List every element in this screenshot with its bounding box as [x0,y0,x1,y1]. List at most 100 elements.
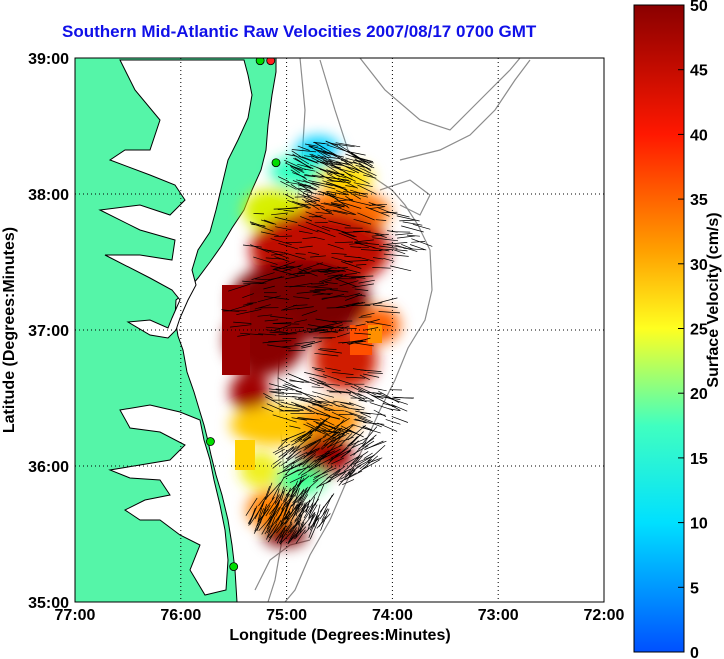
current-vector [261,516,273,535]
current-vector [409,244,427,251]
current-vector [275,525,287,541]
current-vector [335,190,350,196]
current-vector [290,530,297,540]
current-vector [316,229,336,238]
current-vector [254,304,271,310]
current-vector [320,202,342,209]
current-vector [346,440,359,454]
current-vector [292,395,313,400]
current-vector [327,418,350,432]
longitude-tick-label: 73:00 [478,607,519,624]
current-vector [355,264,367,266]
current-vector [284,159,306,171]
current-vector [290,184,313,199]
current-vector [298,230,313,235]
current-vector [297,459,316,476]
current-vector [389,403,401,411]
current-vector [361,426,378,445]
current-vector [367,372,383,374]
pamlico-sound [108,404,229,596]
current-vector [273,324,292,331]
current-vector [292,153,310,165]
current-vector [364,386,387,392]
current-vector [359,374,370,381]
current-vector [265,482,273,500]
current-vector [340,401,354,406]
current-vector [265,249,290,259]
current-vector [393,249,406,255]
current-vector [344,470,363,481]
current-vector [265,494,280,517]
current-vector [355,242,376,249]
current-vector [350,445,369,457]
current-vector [282,264,303,272]
current-vector [411,241,426,243]
latitude-tick-label: 38:00 [28,187,69,204]
current-vector [313,236,325,241]
map-border [74,57,605,603]
current-vector [322,434,337,443]
current-vector [327,269,347,272]
current-vector [347,455,363,474]
current-vector [330,434,347,443]
current-vector [291,149,317,153]
current-vector [275,226,292,231]
current-vector [326,160,348,165]
colorbar-tick-label: 45 [690,63,708,80]
current-vector [295,492,303,511]
current-vector [280,180,297,190]
current-vector [357,392,375,402]
current-vector [260,231,279,237]
current-vector [372,247,390,252]
current-vector [283,209,294,212]
current-vector [287,527,297,543]
current-vector [312,291,330,296]
current-vector [325,470,341,484]
current-vector [274,216,298,223]
current-vector [372,394,384,400]
current-vector [348,199,372,206]
current-vector [340,472,352,480]
current-vector [268,340,292,342]
colorbar-tick-label: 15 [690,451,708,468]
current-vector [245,497,258,516]
current-vector [298,502,306,518]
current-vector [292,503,304,518]
current-vector [313,514,319,527]
current-vector [328,158,350,166]
current-vector [344,293,361,298]
current-vector [328,177,349,181]
current-vector [297,203,321,207]
current-vector [309,519,320,540]
current-vector [314,484,325,506]
current-vector [292,172,306,178]
current-vector [313,467,337,478]
current-vector [351,431,364,445]
current-vector [380,211,398,214]
current-vector [277,437,289,449]
current-vector [228,283,251,292]
current-vector [357,451,369,460]
current-vector [345,293,363,301]
current-vector [351,424,373,432]
current-vector [294,430,312,443]
current-vector [365,440,387,450]
radar-station-marker [206,437,215,446]
current-vector [264,525,271,535]
current-vector [374,233,387,239]
current-vector [318,349,342,354]
current-vector [309,289,326,292]
current-vector [351,408,365,411]
current-vector [269,331,289,334]
current-vector [308,436,327,446]
colorbar-tick-label: 40 [690,127,708,144]
current-vector [331,252,347,255]
radar-station-marker [255,58,265,66]
current-vector [294,476,303,497]
current-vector [360,412,372,418]
current-vector [332,465,346,476]
current-vector [303,168,316,172]
current-vector [359,167,377,177]
current-vector [354,158,375,169]
